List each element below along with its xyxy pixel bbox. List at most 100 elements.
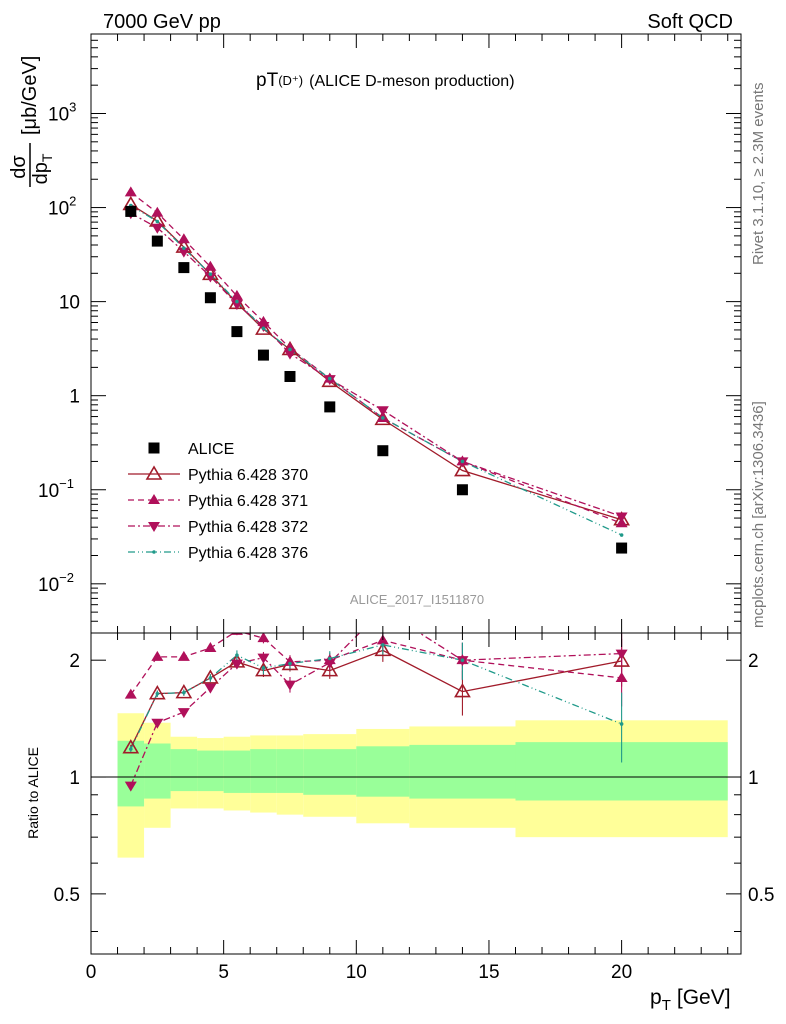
ratio-point-p372-6 xyxy=(283,680,296,691)
y-tick-label-main-2: 1 xyxy=(69,387,80,408)
ratio-point-p371-3 xyxy=(204,641,217,652)
ratio-point-p371-10 xyxy=(615,671,628,682)
band-inner-4 xyxy=(223,750,251,793)
main-point-p376-9 xyxy=(460,459,465,464)
band-inner-1 xyxy=(144,743,171,799)
ratio-point-p370-2 xyxy=(175,684,193,699)
ratio-point-p370-7 xyxy=(321,662,339,677)
ratio-point-p372-3 xyxy=(204,683,217,694)
main-point-p372-2 xyxy=(177,247,190,258)
alice-point-0 xyxy=(125,205,137,217)
main-point-p372-6 xyxy=(283,349,296,360)
main-point-p372-1 xyxy=(151,223,164,234)
alice-point-2 xyxy=(178,262,190,274)
legend-label-alice: ALICE xyxy=(188,441,234,458)
main-point-p372-8 xyxy=(376,406,389,417)
ratio-point-p372-7 xyxy=(323,658,336,669)
ratio-point-p376-10 xyxy=(619,722,624,726)
y-tick-label-ratio-right-1: 1 xyxy=(748,768,759,789)
analysis-id: ALICE_2017_I1511870 xyxy=(350,592,484,607)
main-point-p376-6 xyxy=(288,347,292,352)
ratio-point-p372-1 xyxy=(151,718,164,729)
x-tick-label-5: 5 xyxy=(218,962,229,983)
ratio-point-p376-7 xyxy=(327,656,332,661)
y-tick-label-ratio-right-2: 2 xyxy=(748,651,759,672)
title-rest: (ALICE D-meson production) xyxy=(309,73,514,90)
ratio-plot-content xyxy=(91,606,741,792)
ratio-point-p370-0 xyxy=(122,739,140,754)
main-frame xyxy=(90,33,742,634)
axes: 0 5 10 15 20 10−2 10−1 1 10 102 103 0.5 0.5 1 1 2 2 xyxy=(38,33,774,983)
ratio-point-p371-5 xyxy=(257,633,270,643)
y-tick-label-main-4: 102 xyxy=(48,194,76,220)
header-left: 7000 GeV pp xyxy=(103,11,221,33)
main-point-p371-1 xyxy=(151,206,164,217)
legend-marker-p376 xyxy=(152,550,156,554)
y-tick-label-ratio-left-1: 1 xyxy=(69,768,80,789)
band-inner-2 xyxy=(170,749,198,792)
legend-label-p370: Pythia 6.428 370 xyxy=(188,467,308,484)
main-point-p372-3 xyxy=(204,272,217,283)
legend-item-p372: Pythia 6.428 372 xyxy=(128,519,308,536)
ratio-point-p376-9 xyxy=(460,658,465,662)
x-tick-label-15: 15 xyxy=(478,962,499,983)
ratio-point-p371-6 xyxy=(283,655,296,666)
main-point-p376-4 xyxy=(235,299,239,304)
alice-point-9 xyxy=(456,484,468,496)
x-axis-label: pT [GeV] xyxy=(650,986,731,1014)
x-tick-label-20: 20 xyxy=(611,962,632,983)
ratio-point-p376-5 xyxy=(261,666,266,670)
y-tick-label-ratio-left-0: 0.5 xyxy=(54,885,80,906)
title-sup: (D⁺) xyxy=(278,73,303,88)
ylabel-num: dσ xyxy=(8,155,30,179)
y-tick-label-main-0: 10−2 xyxy=(38,570,74,596)
y-axis-label-main: dσ dpT [μb/GeV] xyxy=(8,56,55,187)
main-point-p372-4 xyxy=(230,300,243,311)
main-point-p376-1 xyxy=(155,219,160,224)
ratio-point-p376-0 xyxy=(128,747,133,751)
main-point-p371-2 xyxy=(177,233,190,244)
legend-marker-p371 xyxy=(148,494,160,504)
alice-point-3 xyxy=(204,292,216,304)
band-inner-8 xyxy=(356,746,410,797)
y-tick-label-main-3: 10 xyxy=(59,293,80,314)
ratio-point-p376-6 xyxy=(288,661,292,666)
legend-label-p372: Pythia 6.428 372 xyxy=(188,519,308,536)
ratio-point-p376-1 xyxy=(155,691,160,696)
ratio-point-p370-10 xyxy=(613,652,631,667)
ratio-point-p372-0 xyxy=(124,781,137,792)
main-point-p376-8 xyxy=(381,416,385,420)
ratio-point-p376-3 xyxy=(208,676,213,680)
ratio-point-p376-8 xyxy=(381,643,385,647)
band-inner-9 xyxy=(409,744,516,799)
main-point-p371-3 xyxy=(204,260,217,271)
alice-point-1 xyxy=(151,235,163,247)
legend-item-p370: Pythia 6.428 370 xyxy=(128,465,308,484)
band-inner-5 xyxy=(250,749,277,793)
uncertainty-bands xyxy=(117,713,728,858)
main-point-p376-2 xyxy=(182,246,186,250)
legend: ALICE Pythia 6.428 370 Pythia 6.428 371 Pyt… xyxy=(128,441,308,562)
alice-point-7 xyxy=(324,401,336,413)
ratio-point-p371-0 xyxy=(124,688,137,699)
header-right: Soft QCD xyxy=(647,11,733,33)
main-point-p371-4 xyxy=(230,289,243,300)
ratio-point-p376-4 xyxy=(235,653,239,658)
side-text-rivet: Rivet 3.1.10, ≥ 2.3M events xyxy=(750,83,767,266)
main-point-p376-3 xyxy=(208,272,213,276)
ratio-point-p372-8 xyxy=(377,606,389,616)
ratio-point-p372-5 xyxy=(257,653,270,664)
ratio-point-p372-2 xyxy=(177,708,190,719)
y-tick-label-main-1: 10−1 xyxy=(38,476,74,502)
main-point-p370-9 xyxy=(454,461,471,477)
ylabel-unit: [μb/GeV] xyxy=(19,56,41,135)
ratio-point-p371-2 xyxy=(177,650,190,661)
ratio-point-p370-3 xyxy=(201,669,219,684)
y-tick-label-ratio-left-2: 2 xyxy=(69,651,80,672)
x-tick-label-0: 0 xyxy=(86,962,97,983)
alice-point-8 xyxy=(377,445,389,457)
alice-point-4 xyxy=(231,326,243,338)
legend-item-p376: Pythia 6.428 376 xyxy=(128,545,308,562)
main-point-p371-0 xyxy=(124,186,137,197)
